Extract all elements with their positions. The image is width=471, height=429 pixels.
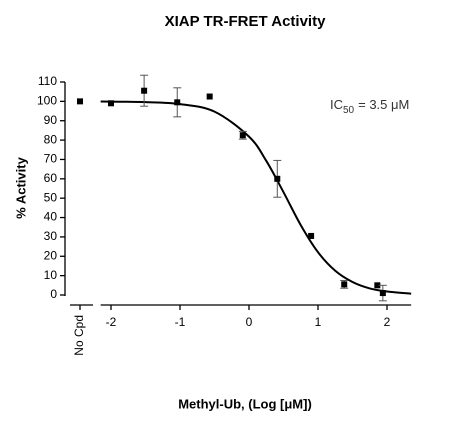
y-tick-label: 90: [44, 113, 58, 127]
x-tick-label: -1: [175, 315, 186, 329]
control-point: [77, 98, 83, 105]
y-tick-label: 80: [44, 132, 58, 146]
annotation: IC50 = 3.5 μM: [330, 97, 409, 115]
point: [308, 232, 315, 239]
point: [374, 282, 381, 289]
y-tick-label: 10: [44, 268, 58, 282]
fit-curve: [100, 100, 412, 295]
y-tick-label: 100: [37, 94, 57, 108]
point: [379, 290, 386, 297]
x-axis-title: Methyl-Ub, (Log [μM]): [178, 396, 312, 411]
y-tick-label: 60: [44, 171, 58, 185]
chart-title: XIAP TR-FRET Activity: [165, 13, 327, 30]
annotation-subscript: 50: [343, 105, 355, 116]
point: [141, 87, 148, 94]
annotation-suffix: = 3.5 μM: [358, 97, 409, 112]
y-tick-label: 40: [44, 210, 58, 224]
y-tick-label: 50: [44, 190, 58, 204]
point: [239, 132, 246, 139]
x-tick-label: 1: [315, 315, 322, 329]
y-tick-label: 110: [38, 74, 57, 88]
y-tick-label: 0: [50, 287, 57, 301]
point: [274, 175, 281, 182]
control-label: No Cpd: [72, 315, 86, 356]
x-tick-label: 0: [246, 315, 253, 329]
y-tick-label: 30: [44, 229, 58, 243]
point: [341, 281, 348, 288]
point: [206, 93, 213, 100]
y-tick-label: 20: [44, 248, 58, 262]
point: [174, 99, 181, 106]
x-tick-label: 2: [384, 315, 391, 329]
x-tick-label: -2: [106, 315, 117, 329]
y-tick-label: 70: [44, 152, 58, 166]
annotation-prefix: IC: [330, 97, 343, 112]
y-axis-title: % Activity: [13, 156, 28, 218]
point: [108, 100, 114, 107]
